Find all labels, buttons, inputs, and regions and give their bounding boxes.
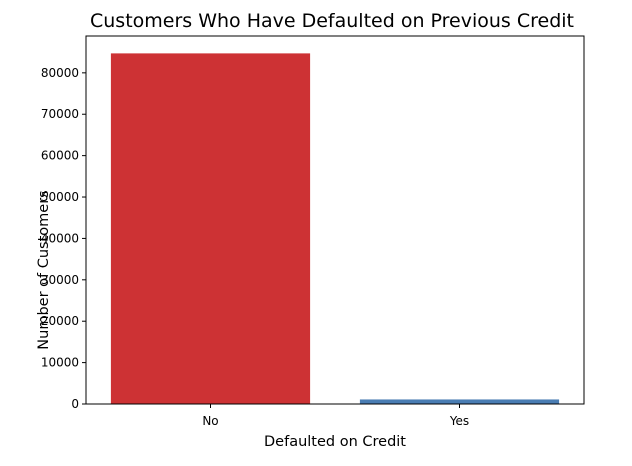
plot-area: 0 10000 20000 30000 40000 50000 60000 70000 8000… [41, 35, 585, 428]
y-tick-label: 20000 [41, 314, 79, 328]
y-tick-label: 0 [71, 397, 79, 411]
x-tick-label: Yes [449, 414, 469, 428]
x-tick-label: No [202, 414, 218, 428]
y-tick-label: 30000 [41, 273, 79, 287]
y-tick-label: 40000 [41, 231, 79, 245]
y-axis-label: Number of Customers [36, 190, 52, 349]
y-tick-label: 10000 [41, 356, 79, 370]
bar-no [110, 53, 311, 404]
axes-frame [85, 35, 585, 405]
bar-yes [359, 399, 560, 404]
chart-title: Customers Who Have Defaulted on Previous… [90, 10, 574, 32]
y-tick-label: 70000 [41, 107, 79, 121]
y-tick-label: 80000 [41, 66, 79, 80]
x-axis-label: Defaulted on Credit [264, 434, 406, 450]
y-tick-label: 60000 [41, 149, 79, 163]
y-tick-label: 50000 [41, 190, 79, 204]
